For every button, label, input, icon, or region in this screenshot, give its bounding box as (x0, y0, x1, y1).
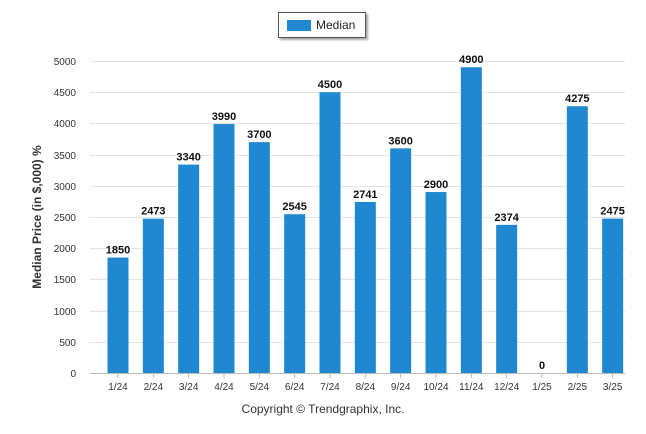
legend-swatch (287, 19, 311, 31)
x-tick-label: 7/24 (320, 382, 340, 393)
bar (107, 257, 129, 373)
x-tick-label: 5/24 (250, 382, 270, 393)
data-label: 2545 (282, 201, 306, 213)
x-tick-label: 9/24 (391, 382, 411, 393)
data-label: 3600 (388, 135, 412, 147)
bar (496, 224, 518, 373)
y-tick-label: 500 (59, 338, 76, 349)
data-label: 4275 (565, 93, 589, 105)
bar (142, 218, 164, 373)
x-tick-label: 12/24 (494, 382, 519, 393)
y-tick-label: 3500 (54, 151, 77, 162)
x-tick-label: 8/24 (356, 382, 376, 393)
y-tick-label: 5000 (54, 57, 77, 68)
bar (566, 106, 588, 374)
x-tick-label: 2/24 (144, 382, 164, 393)
legend: Median (278, 12, 366, 38)
x-tick-label: 2/25 (568, 382, 588, 393)
x-tick-label: 3/24 (179, 382, 199, 393)
data-label: 2741 (353, 189, 377, 201)
bar (178, 164, 200, 373)
copyright-text: Copyright © Trendgraphix, Inc. (241, 402, 405, 416)
x-tick-label: 1/24 (108, 382, 128, 393)
y-tick-label: 4000 (54, 119, 77, 130)
x-tick-label: 1/25 (532, 382, 552, 393)
x-tick-label: 3/25 (603, 382, 623, 393)
y-tick-label: 2500 (54, 213, 77, 224)
x-tick-label: 11/24 (459, 382, 484, 393)
data-label: 3700 (247, 129, 271, 141)
bar (213, 124, 235, 373)
data-label: 0 (539, 360, 545, 372)
bar (354, 201, 376, 373)
x-tick-label: 4/24 (214, 382, 234, 393)
data-label: 2374 (494, 212, 519, 224)
y-tick-label: 2000 (54, 244, 77, 255)
bar (425, 192, 447, 373)
x-tick-label: 6/24 (285, 382, 305, 393)
legend-label: Median (316, 18, 356, 32)
bar (319, 92, 341, 373)
y-tick-label: 4500 (54, 88, 77, 99)
data-label: 3340 (176, 152, 200, 164)
bar (460, 67, 482, 374)
data-label: 1850 (106, 245, 130, 257)
data-label: 4500 (318, 79, 342, 91)
data-label: 3990 (212, 111, 236, 123)
data-label: 4900 (459, 54, 483, 66)
data-label: 2900 (424, 179, 448, 191)
x-tick-label: 10/24 (423, 382, 448, 393)
data-label: 2473 (141, 206, 165, 218)
y-tick-label: 3000 (54, 182, 77, 193)
y-tick-label: 1500 (54, 275, 77, 286)
y-tick-label: 0 (70, 369, 76, 380)
bar (390, 148, 412, 373)
y-tick-label: 1000 (54, 307, 77, 318)
bar (248, 142, 270, 373)
bar (602, 218, 624, 373)
bar (284, 214, 306, 373)
data-label: 2475 (600, 206, 624, 218)
